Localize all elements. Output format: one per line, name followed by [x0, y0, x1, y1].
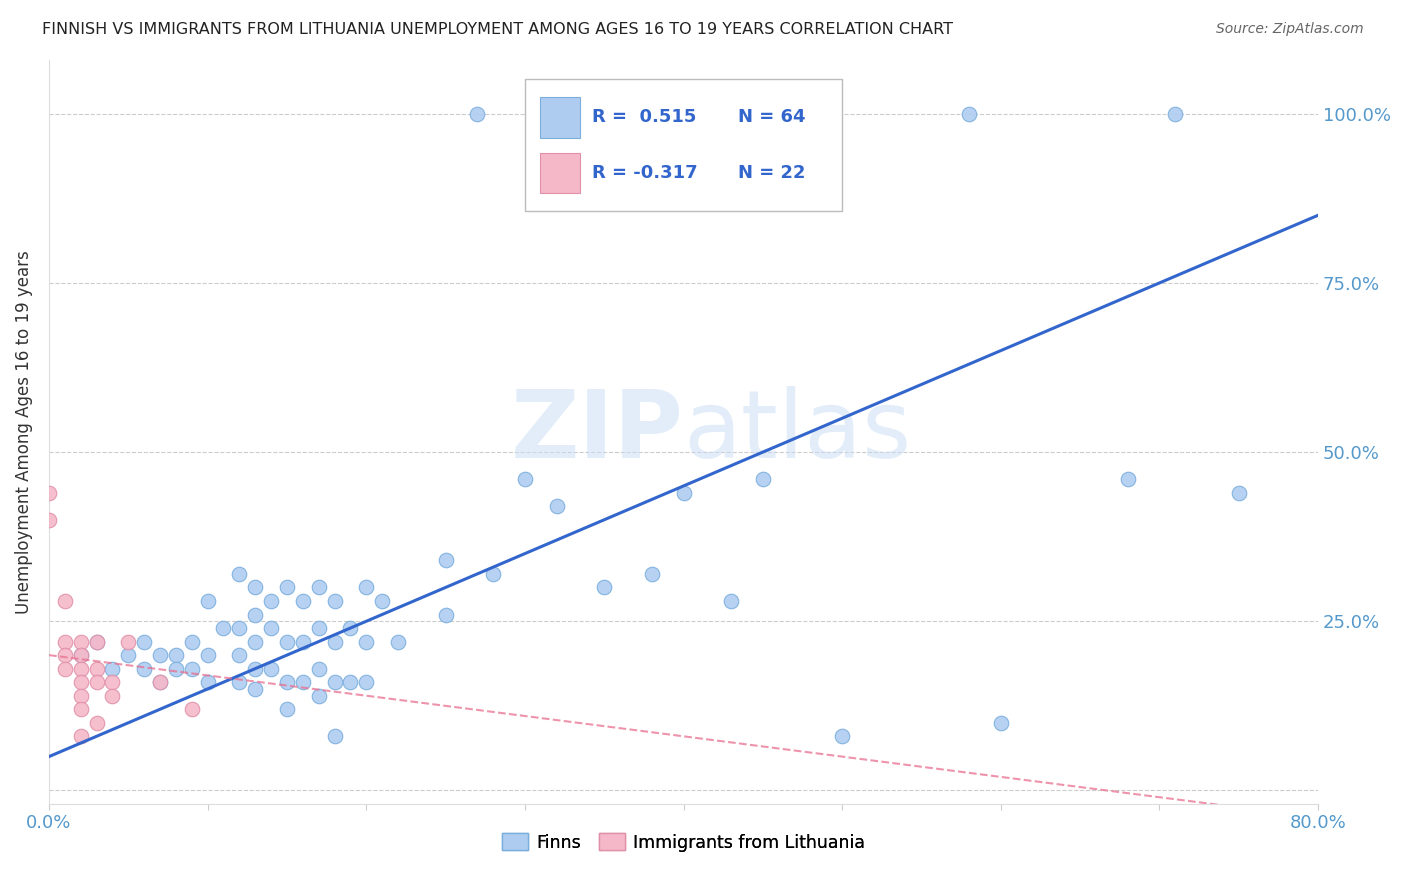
Point	[117, 634, 139, 648]
Y-axis label: Unemployment Among Ages 16 to 19 years: Unemployment Among Ages 16 to 19 years	[15, 250, 32, 614]
Point	[149, 675, 172, 690]
Text: Source: ZipAtlas.com: Source: ZipAtlas.com	[1216, 22, 1364, 37]
Point	[371, 594, 394, 608]
Point	[260, 662, 283, 676]
Point	[672, 485, 695, 500]
Point	[165, 662, 187, 676]
Point	[1116, 472, 1139, 486]
Point	[356, 634, 378, 648]
Point	[957, 107, 980, 121]
Point	[245, 607, 267, 622]
Point	[291, 634, 314, 648]
Point	[720, 594, 742, 608]
Point	[101, 689, 124, 703]
Point	[53, 648, 76, 662]
Point	[117, 648, 139, 662]
Point	[260, 594, 283, 608]
Point	[69, 662, 91, 676]
Point	[276, 634, 298, 648]
Point	[356, 581, 378, 595]
Point	[180, 662, 202, 676]
Point	[69, 675, 91, 690]
Text: ZIP: ZIP	[510, 386, 683, 478]
Point	[101, 675, 124, 690]
Point	[641, 566, 664, 581]
Point	[482, 566, 505, 581]
Point	[513, 472, 536, 486]
Point	[323, 594, 346, 608]
Point	[308, 689, 330, 703]
Point	[86, 634, 108, 648]
Point	[86, 715, 108, 730]
Point	[53, 662, 76, 676]
Point	[339, 675, 361, 690]
Point	[752, 472, 775, 486]
Point	[276, 581, 298, 595]
Point	[53, 634, 76, 648]
Point	[228, 566, 250, 581]
Point	[308, 662, 330, 676]
Point	[228, 648, 250, 662]
Point	[165, 648, 187, 662]
Point	[593, 581, 616, 595]
Point	[69, 689, 91, 703]
Point	[69, 648, 91, 662]
Point	[180, 634, 202, 648]
Point	[990, 715, 1012, 730]
Legend: Finns, Immigrants from Lithuania: Finns, Immigrants from Lithuania	[495, 827, 872, 859]
Point	[149, 675, 172, 690]
Point	[228, 621, 250, 635]
Point	[197, 675, 219, 690]
Point	[86, 675, 108, 690]
Point	[38, 513, 60, 527]
Point	[69, 729, 91, 743]
Point	[1227, 485, 1250, 500]
Point	[339, 621, 361, 635]
Point	[53, 594, 76, 608]
Point	[291, 675, 314, 690]
Point	[180, 702, 202, 716]
Point	[245, 662, 267, 676]
Point	[291, 594, 314, 608]
Point	[86, 662, 108, 676]
Point	[197, 594, 219, 608]
Point	[212, 621, 235, 635]
Point	[1164, 107, 1187, 121]
Point	[465, 107, 488, 121]
Point	[276, 702, 298, 716]
Point	[323, 634, 346, 648]
Point	[356, 675, 378, 690]
Point	[434, 553, 457, 567]
Point	[276, 675, 298, 690]
Point	[609, 107, 631, 121]
Point	[197, 648, 219, 662]
Point	[149, 648, 172, 662]
Point	[69, 648, 91, 662]
Text: atlas: atlas	[683, 386, 912, 478]
Point	[323, 729, 346, 743]
Point	[245, 634, 267, 648]
Point	[245, 581, 267, 595]
Point	[434, 607, 457, 622]
Point	[831, 729, 853, 743]
Point	[323, 675, 346, 690]
Point	[86, 634, 108, 648]
Point	[228, 675, 250, 690]
Point	[101, 662, 124, 676]
Point	[69, 634, 91, 648]
Text: FINNISH VS IMMIGRANTS FROM LITHUANIA UNEMPLOYMENT AMONG AGES 16 TO 19 YEARS CORR: FINNISH VS IMMIGRANTS FROM LITHUANIA UNE…	[42, 22, 953, 37]
Point	[38, 485, 60, 500]
Point	[546, 500, 568, 514]
Point	[69, 702, 91, 716]
Point	[134, 662, 156, 676]
Point	[387, 634, 409, 648]
Point	[308, 621, 330, 635]
Point	[308, 581, 330, 595]
Point	[260, 621, 283, 635]
Point	[245, 681, 267, 696]
Point	[134, 634, 156, 648]
